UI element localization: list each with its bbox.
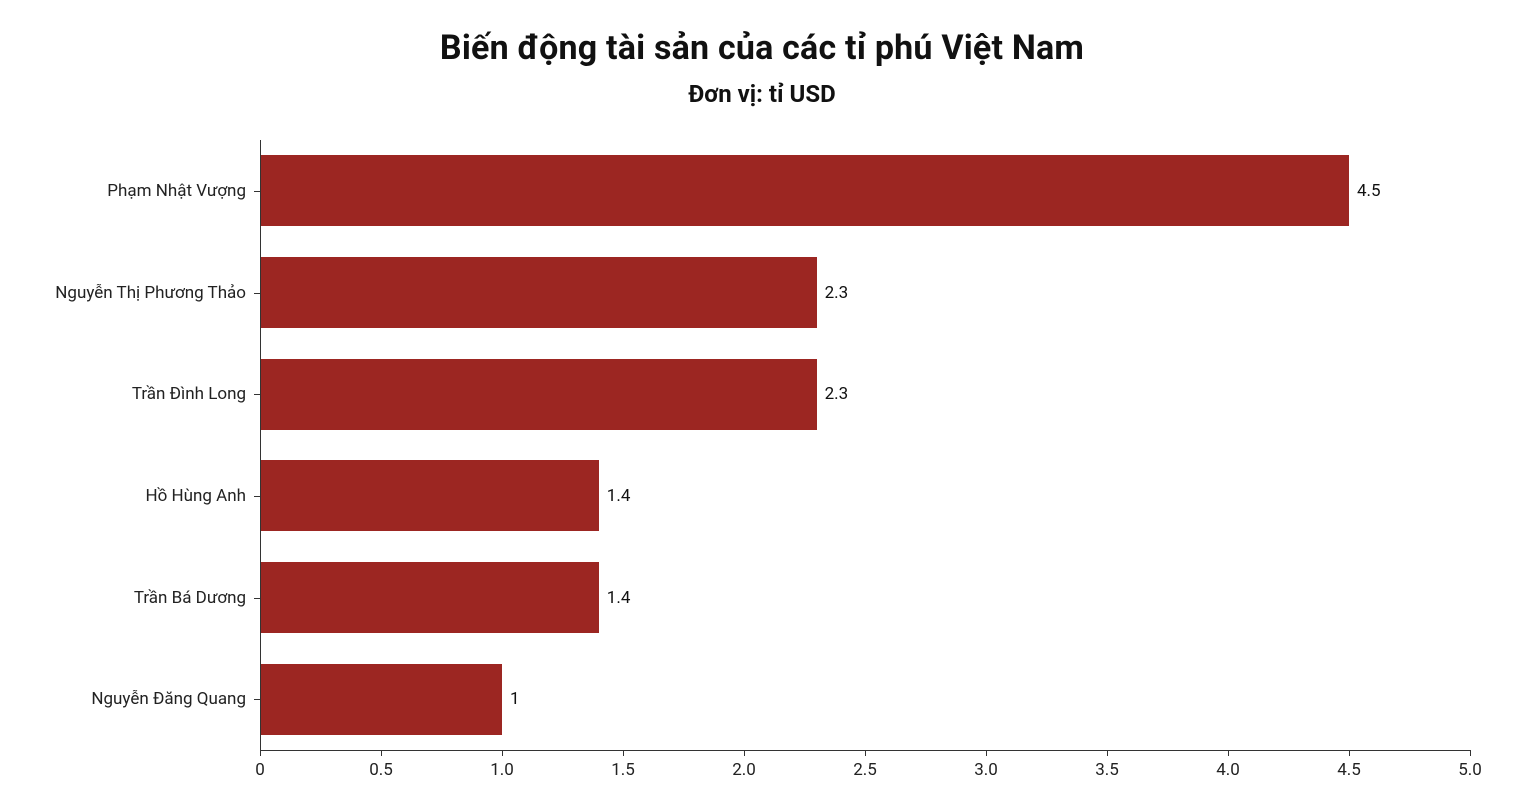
x-tick — [381, 750, 382, 756]
x-tick — [1470, 750, 1471, 756]
bar — [261, 155, 1349, 226]
x-tick — [865, 750, 866, 756]
bar — [261, 257, 817, 328]
x-tick-label: 1.5 — [611, 760, 635, 780]
bar-value-label: 1.4 — [607, 588, 631, 608]
x-tick — [1107, 750, 1108, 756]
y-axis-label: Hồ Hùng Anh — [145, 486, 246, 506]
bar-value-label: 1.4 — [607, 486, 631, 506]
y-tick — [254, 191, 260, 192]
x-tick-label: 4.5 — [1337, 760, 1361, 780]
chart-title: Biến động tài sản của các tỉ phú Việt Na… — [0, 0, 1524, 68]
x-tick-label: 0.5 — [369, 760, 393, 780]
bar — [261, 460, 599, 531]
plot-area: 00.51.01.52.02.53.03.54.04.55.0Phạm Nhật… — [260, 140, 1470, 750]
x-tick — [1228, 750, 1229, 756]
x-tick — [986, 750, 987, 756]
x-tick — [1349, 750, 1350, 756]
x-tick — [744, 750, 745, 756]
x-tick-label: 0 — [255, 760, 265, 780]
x-tick — [623, 750, 624, 756]
x-tick-label: 5.0 — [1458, 760, 1482, 780]
y-axis-label: Trần Đình Long — [132, 384, 246, 404]
chart-subtitle: Đơn vị: tỉ USD — [0, 68, 1524, 108]
x-tick — [502, 750, 503, 756]
y-tick — [254, 293, 260, 294]
bar-value-label: 4.5 — [1357, 181, 1381, 201]
y-axis-label: Trần Bá Dương — [134, 588, 246, 608]
bar-value-label: 1 — [510, 689, 520, 709]
y-axis-line — [260, 140, 261, 750]
x-tick-label: 2.0 — [732, 760, 756, 780]
y-axis-label: Phạm Nhật Vượng — [107, 181, 246, 201]
x-tick-label: 3.5 — [1095, 760, 1119, 780]
x-tick-label: 3.0 — [974, 760, 998, 780]
x-tick-label: 2.5 — [853, 760, 877, 780]
x-tick-label: 1.0 — [490, 760, 514, 780]
bar-value-label: 2.3 — [825, 283, 849, 303]
x-tick — [260, 750, 261, 756]
y-axis-label: Nguyễn Thị Phương Thảo — [55, 283, 246, 303]
y-tick — [254, 699, 260, 700]
bar — [261, 664, 502, 735]
y-tick — [254, 496, 260, 497]
bar — [261, 359, 817, 430]
bar — [261, 562, 599, 633]
y-axis-label: Nguyễn Đăng Quang — [91, 689, 246, 709]
bar-value-label: 2.3 — [825, 384, 849, 404]
y-tick — [254, 394, 260, 395]
y-tick — [254, 598, 260, 599]
x-tick-label: 4.0 — [1216, 760, 1240, 780]
